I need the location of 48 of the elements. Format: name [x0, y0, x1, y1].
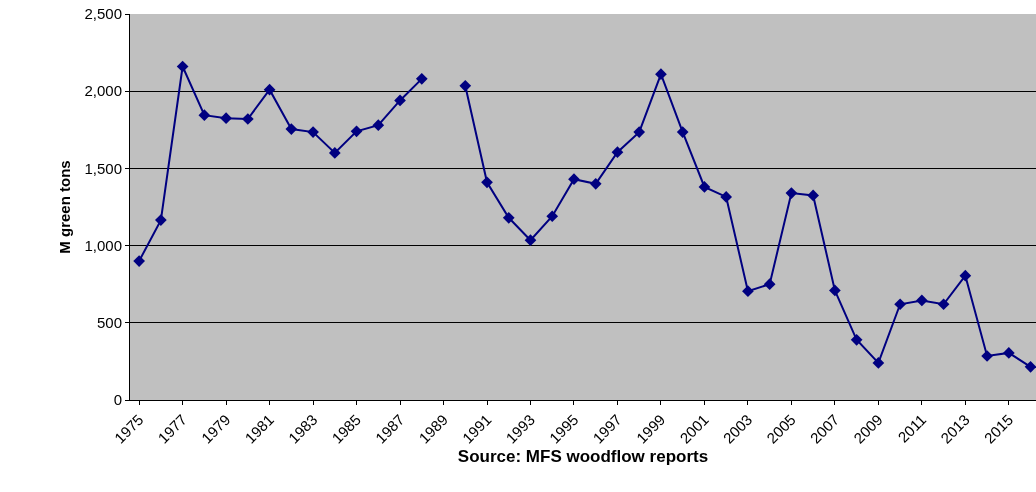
point	[372, 119, 385, 132]
point	[1002, 347, 1015, 359]
point	[937, 298, 950, 311]
y-tick-label: 2,500	[84, 5, 122, 23]
y-tick-label: 1,500	[84, 159, 122, 177]
point	[220, 112, 232, 125]
point	[307, 126, 319, 138]
point	[850, 333, 863, 346]
point	[524, 234, 537, 247]
point	[502, 211, 515, 224]
point	[1024, 360, 1036, 373]
point	[785, 187, 798, 199]
point	[198, 109, 211, 121]
point	[285, 123, 298, 135]
point	[611, 146, 624, 159]
x-axis-title: Source: MFS woodflow reports	[457, 446, 709, 466]
point	[763, 278, 776, 291]
point	[829, 284, 841, 297]
point	[589, 177, 602, 190]
point	[241, 113, 254, 125]
point	[546, 210, 559, 223]
point	[155, 214, 167, 226]
point	[676, 126, 689, 138]
point	[568, 173, 580, 186]
y-tick-label: 500	[96, 314, 122, 332]
point	[263, 83, 276, 96]
point	[481, 176, 493, 189]
y-tick-label: 0	[113, 391, 122, 409]
point	[176, 60, 189, 73]
point	[328, 147, 341, 159]
point	[959, 269, 972, 282]
point	[459, 79, 472, 92]
point	[633, 126, 646, 138]
point	[720, 191, 733, 203]
y-tick-label: 2,000	[84, 82, 122, 100]
point	[350, 125, 363, 138]
point	[698, 181, 711, 193]
y-tick-label: 1,000	[84, 236, 122, 254]
point	[894, 298, 906, 311]
point	[916, 294, 928, 307]
point	[872, 357, 885, 369]
point	[742, 285, 754, 297]
y-axis-title: M green tons	[55, 160, 73, 254]
point	[655, 68, 667, 81]
point	[415, 73, 428, 85]
point	[807, 189, 819, 202]
point	[133, 255, 145, 267]
point	[394, 94, 406, 107]
